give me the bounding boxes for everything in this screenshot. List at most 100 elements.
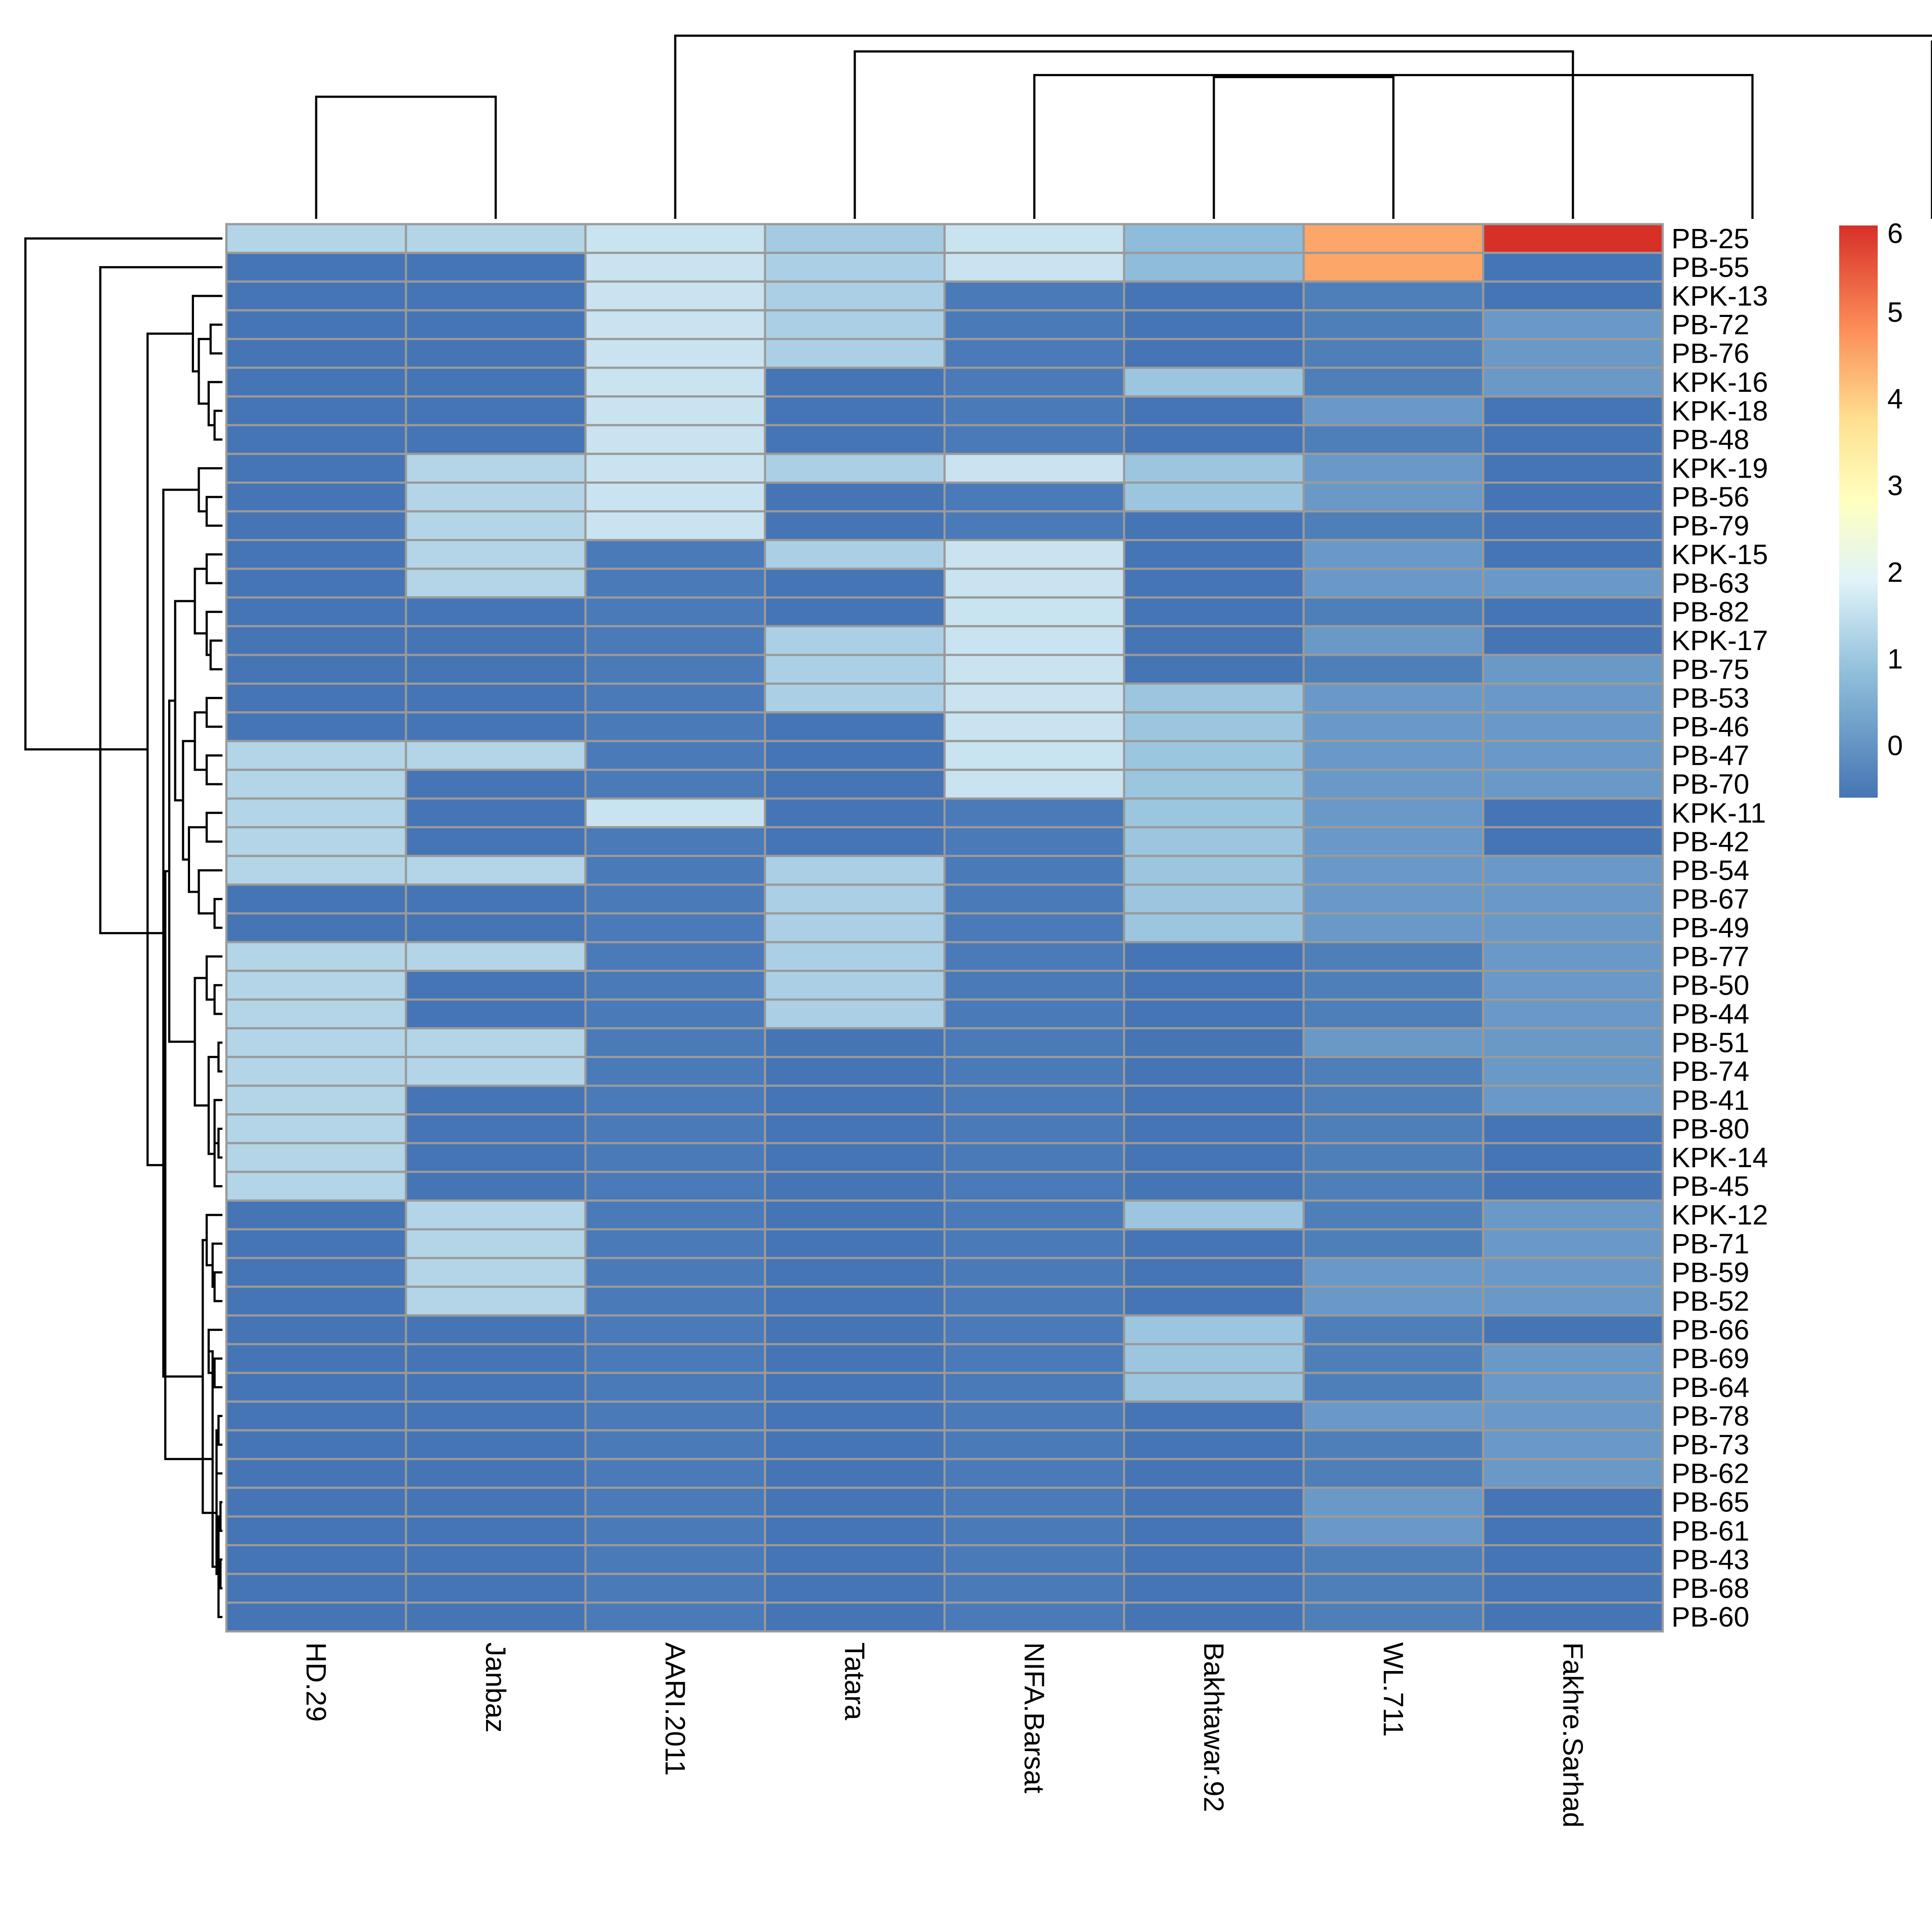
row-label: PB-69 [1671,1343,1749,1374]
heatmap-cell [225,1084,407,1116]
heatmap-cell [1482,1343,1664,1374]
heatmap-cell [225,309,407,340]
heatmap-cell [584,1343,766,1374]
heatmap-cell [405,912,587,943]
heatmap-cell [225,453,407,484]
heatmap-cell [405,740,587,771]
heatmap-cell [1482,1113,1664,1144]
row-label: KPK-13 [1671,280,1768,312]
heatmap-cell [1123,1142,1305,1173]
row-label: PB-80 [1671,1113,1749,1144]
heatmap-cell [225,970,407,1001]
heatmap-cell [1302,970,1484,1001]
row-label: KPK-15 [1671,538,1768,570]
heatmap-cell [584,711,766,742]
row-label: PB-77 [1671,941,1749,972]
heatmap-cell [584,912,766,943]
heatmap-cell [405,424,587,455]
heatmap-cell [405,309,587,340]
heatmap-cell [584,1084,766,1116]
heatmap-cell [1123,1027,1305,1058]
heatmap-cell [943,395,1125,426]
heatmap-cell [943,998,1125,1030]
heatmap-cell [1482,883,1664,915]
heatmap-cell [1302,395,1484,426]
heatmap-cell [584,1257,766,1288]
heatmap-cell [225,1458,407,1489]
heatmap-cell [1123,941,1305,972]
heatmap-cell [225,1027,407,1058]
heatmap-cell [405,1314,587,1345]
heatmap-cell [1302,998,1484,1030]
heatmap-cell [405,510,587,542]
heatmap-cell [1482,711,1664,742]
heatmap-cell [584,1171,766,1202]
heatmap-cell [405,941,587,972]
heatmap-cell [405,855,587,886]
dendrogram-branch [217,1414,222,1446]
row-label: PB-72 [1671,309,1749,341]
heatmap-cell [1302,338,1484,369]
heatmap-cell [1302,1400,1484,1432]
dendrogram-branch [205,754,222,785]
heatmap-cell [1482,1515,1664,1547]
heatmap-cell [1302,1199,1484,1231]
row-label: PB-59 [1671,1256,1749,1288]
heatmap-cell [405,998,587,1030]
heatmap-cell [764,998,946,1030]
heatmap-cell [1302,683,1484,714]
heatmap-cell [1302,510,1484,542]
heatmap-cell [1482,223,1664,254]
heatmap-cell [943,1285,1125,1317]
row-label: KPK-16 [1671,366,1768,398]
heatmap-cell [225,223,407,254]
heatmap-cell [1482,510,1664,542]
heatmap-cell [764,683,946,714]
heatmap-cell [584,366,766,398]
heatmap-cell [225,654,407,685]
heatmap-cell [1123,366,1305,398]
dendrogram-branch [674,35,1932,219]
heatmap-cell [584,1285,766,1317]
heatmap-cell [584,309,766,340]
row-label: KPK-18 [1671,395,1768,426]
heatmap-cell [584,567,766,599]
heatmap-cell [764,1056,946,1087]
heatmap-cell [1123,1573,1305,1604]
heatmap-cell [405,1056,587,1087]
row-label: PB-54 [1671,855,1749,886]
heatmap-cell [584,1573,766,1604]
heatmap-cell [405,1544,587,1575]
row-label: PB-73 [1671,1429,1749,1460]
heatmap-cell [225,740,407,771]
heatmap-cell [1123,1429,1305,1460]
heatmap-cell [1482,596,1664,627]
dendrogram-branch [215,1452,221,1575]
heatmap-cell [1123,625,1305,656]
heatmap-cell [225,481,407,513]
heatmap-cell [1302,309,1484,340]
dendrogram-branch [192,295,222,373]
row-label: PB-42 [1671,826,1749,857]
heatmap-cell [764,1199,946,1231]
heatmap-cell [1302,596,1484,627]
heatmap-cell [943,883,1125,915]
heatmap-cell [584,654,766,685]
heatmap-cell [405,366,587,398]
heatmap-cell [943,338,1125,369]
heatmap-cell [1123,970,1305,1001]
heatmap-cell [1302,280,1484,312]
heatmap-cell [943,912,1125,943]
heatmap-cell [1302,1285,1484,1317]
heatmap-cell [764,768,946,800]
heatmap-cell [943,453,1125,484]
heatmap-cell [584,768,766,800]
heatmap-cell [764,1429,946,1460]
heatmap-cell [1482,683,1664,714]
heatmap-cell [943,1400,1125,1432]
heatmap-cell [584,1515,766,1547]
heatmap-cell [225,280,407,312]
column-label: AARI.2011 [659,1642,691,1776]
heatmap-cell [584,453,766,484]
row-label: KPK-17 [1671,625,1768,656]
